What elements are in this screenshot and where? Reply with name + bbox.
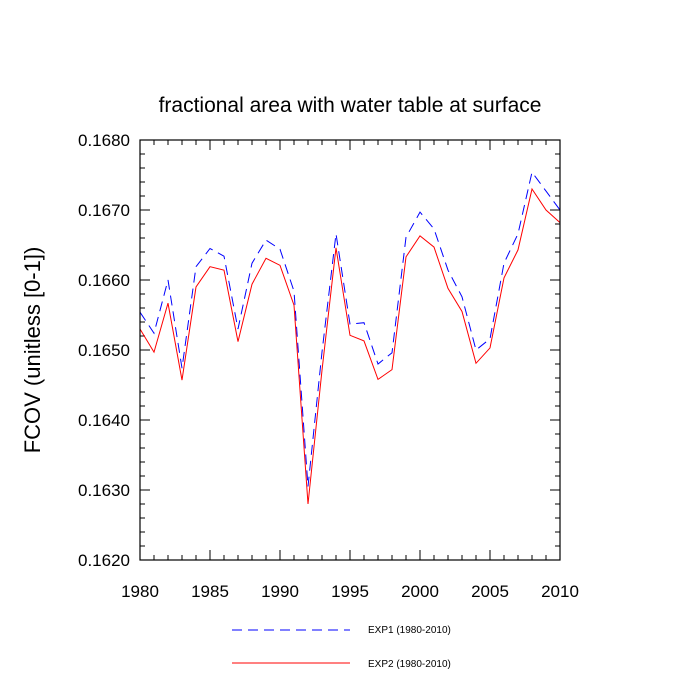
y-tick-label: 0.1630 xyxy=(78,481,130,500)
y-tick-label: 0.1660 xyxy=(78,271,130,290)
x-tick-label: 1985 xyxy=(191,582,229,601)
y-tick-label: 0.1670 xyxy=(78,201,130,220)
x-tick-label: 1990 xyxy=(261,582,299,601)
x-tick-label: 2010 xyxy=(541,582,579,601)
series-line-exp2 xyxy=(139,187,561,505)
y-tick-label: 0.1680 xyxy=(78,131,130,150)
legend: EXP1 (1980-2010) EXP2 (1980-2010) xyxy=(232,625,451,670)
x-tick-label: 2000 xyxy=(401,582,439,601)
legend-label-exp2: EXP2 (1980-2010) xyxy=(368,659,451,670)
x-tick-labels: 1980 1985 1990 1995 2000 2005 2010 xyxy=(121,582,579,601)
x-tick-label: 2005 xyxy=(471,582,509,601)
chart-title: fractional area with water table at surf… xyxy=(159,94,542,117)
series-line-exp1 xyxy=(139,171,561,487)
series-layer xyxy=(139,171,561,505)
y-axis-label: FCOV (unitless [0-1]) xyxy=(20,247,45,454)
y-tick-label: 0.1650 xyxy=(78,341,130,360)
x-tick-label: 1995 xyxy=(331,582,369,601)
legend-label-exp1: EXP1 (1980-2010) xyxy=(368,625,451,636)
plot-frame xyxy=(139,139,561,561)
y-tick-label: 0.1620 xyxy=(78,551,130,570)
x-tick-label: 1980 xyxy=(121,582,159,601)
y-tick-label: 0.1640 xyxy=(78,411,130,430)
axis-ticks xyxy=(139,139,561,561)
y-tick-labels: 0.1620 0.1630 0.1640 0.1650 0.1660 0.1670 0.16… xyxy=(78,131,130,570)
